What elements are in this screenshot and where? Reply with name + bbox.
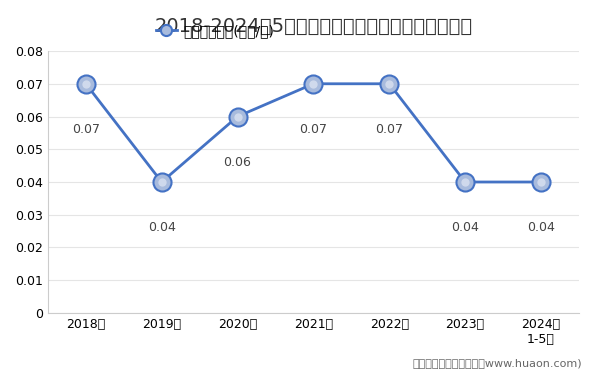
Text: 制图：华经产业研究院（www.huaon.com): 制图：华经产业研究院（www.huaon.com) <box>412 358 582 368</box>
Title: 2018-2024年5月大连商品交易所豆粕期权成交均价: 2018-2024年5月大连商品交易所豆粕期权成交均价 <box>154 17 472 36</box>
Text: 0.06: 0.06 <box>223 156 251 169</box>
Text: 0.04: 0.04 <box>451 221 479 234</box>
Text: 0.04: 0.04 <box>527 221 555 234</box>
Text: 0.04: 0.04 <box>148 221 176 234</box>
Text: 0.07: 0.07 <box>375 123 403 136</box>
Text: 0.07: 0.07 <box>72 123 100 136</box>
Legend: 期权成交均价(万元/手): 期权成交均价(万元/手) <box>150 19 280 44</box>
Text: 0.07: 0.07 <box>299 123 327 136</box>
